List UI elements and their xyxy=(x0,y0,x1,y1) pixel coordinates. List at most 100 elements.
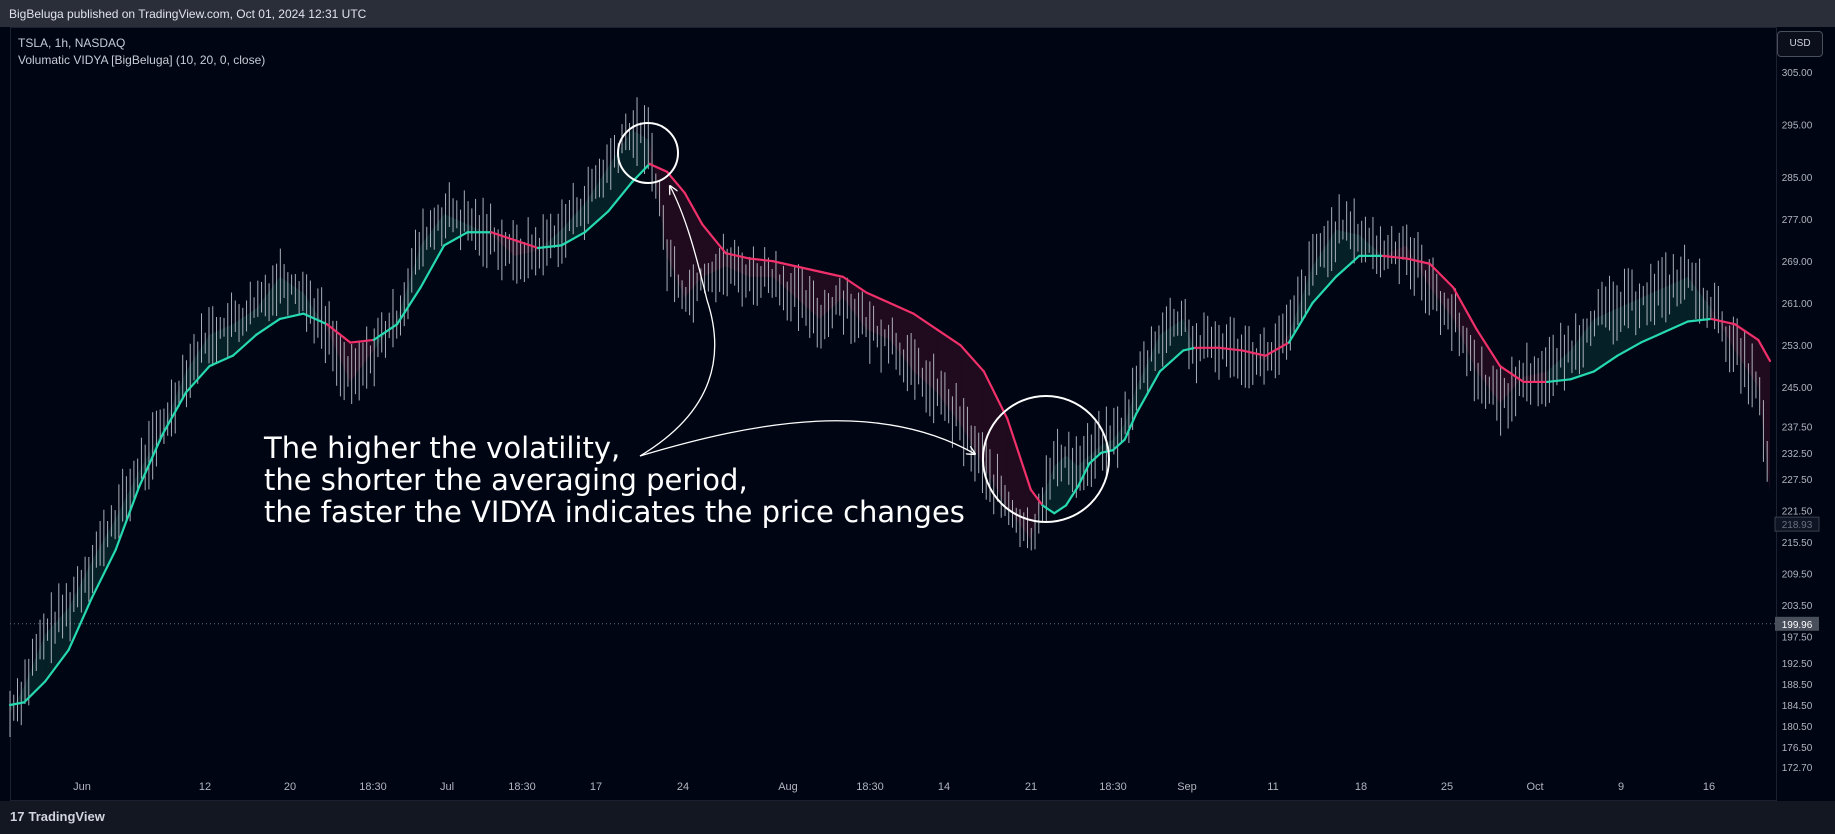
vidya-line-segment xyxy=(683,191,704,226)
x-tick-label: 18:30 xyxy=(1099,781,1127,793)
legend-indicator[interactable]: Volumatic VIDYA [BigBeluga] (10, 20, 0, … xyxy=(18,53,266,67)
y-tick-label: 261.00 xyxy=(1782,299,1813,310)
crosshair-price-label: 199.96 xyxy=(1782,620,1813,631)
trend-fill xyxy=(684,192,703,298)
trend-fill xyxy=(1476,329,1501,403)
trend-fill xyxy=(1288,266,1313,343)
vidya-line-segment xyxy=(1123,412,1138,441)
vidya-line-segment xyxy=(1545,378,1572,384)
trend-fill xyxy=(1570,318,1594,380)
last-price-label: 218.93 xyxy=(1782,520,1813,531)
vidya-line-segment xyxy=(1100,449,1115,454)
trend-fill xyxy=(772,261,797,298)
x-tick-label: 11 xyxy=(1267,781,1278,793)
vidya-line-segment xyxy=(1041,504,1056,515)
vidya-line-segment xyxy=(1686,317,1713,323)
tradingview-logo[interactable]: 17 TradingView xyxy=(10,809,105,824)
x-tick-label: 17 xyxy=(590,781,602,793)
tradingview-logo-icon: 17 xyxy=(10,809,25,824)
vidya-line-segment xyxy=(1088,451,1103,465)
trend-fill xyxy=(444,213,468,246)
crosshair-price-badge xyxy=(1775,616,1819,631)
vidya-line-segment xyxy=(771,260,798,268)
y-tick-label: 184.50 xyxy=(1782,701,1813,712)
y-tick-label: 176.50 xyxy=(1782,743,1813,754)
vidya-line-segment xyxy=(1616,341,1643,357)
y-tick-label: 188.50 xyxy=(1782,680,1813,691)
chart-frame xyxy=(10,27,1777,801)
x-tick-label: 21 xyxy=(1025,781,1037,793)
x-tick-label: 16 xyxy=(1703,781,1715,793)
trend-fill xyxy=(1406,245,1430,288)
vidya-line-segment xyxy=(443,231,469,247)
vidya-line-segment xyxy=(278,312,305,321)
trend-fill xyxy=(45,607,69,682)
vidya-line-segment xyxy=(536,244,563,250)
trend-fill xyxy=(631,129,650,183)
vidya-line-segment xyxy=(1029,488,1044,507)
x-tick-label: Aug xyxy=(778,781,798,793)
vidya-line-segment xyxy=(701,223,727,255)
annotation-line-1: The higher the volatility, xyxy=(264,431,621,465)
y-tick-label: 192.50 xyxy=(1782,659,1813,670)
y-tick-label: 221.50 xyxy=(1782,507,1813,518)
x-tick-label: 14 xyxy=(938,781,950,793)
trend-fill xyxy=(162,371,186,435)
vidya-line-segment xyxy=(665,170,686,194)
trend-fill xyxy=(649,140,668,256)
vidya-line-segment xyxy=(1287,302,1314,344)
y-tick-label: 285.00 xyxy=(1782,173,1813,184)
vidya-line-segment xyxy=(648,162,669,173)
annotation-text: The higher the volatility, the shorter t… xyxy=(264,432,965,528)
trend-fill xyxy=(890,303,914,372)
trend-fill xyxy=(279,276,304,319)
trend-fill xyxy=(608,129,632,212)
x-tick-label: Jul xyxy=(440,781,454,793)
trend-fill xyxy=(936,329,961,424)
y-tick-label: 305.00 xyxy=(1782,68,1813,79)
currency-button[interactable]: USD xyxy=(1777,31,1823,57)
bottom-bar xyxy=(0,801,1835,834)
vidya-line-segment xyxy=(184,365,211,394)
vidya-line-segment xyxy=(1311,275,1337,305)
vidya-line-segment xyxy=(1569,370,1596,381)
trend-fill xyxy=(1042,465,1055,514)
trend-fill xyxy=(1159,318,1184,372)
trend-fill xyxy=(1007,418,1031,540)
vidya-line-segment xyxy=(1240,349,1267,357)
trend-fill xyxy=(1429,263,1454,319)
vidya-line-segment xyxy=(231,333,258,357)
vidya-line-segment xyxy=(1334,254,1361,278)
publish-info: BigBeluga published on TradingView.com, … xyxy=(9,7,367,21)
vidya-line-segment xyxy=(1499,365,1525,384)
vidya-line-segment xyxy=(22,680,47,704)
vidya-line-segment xyxy=(1158,349,1185,373)
annotation-arrow-up xyxy=(639,186,716,457)
vidya-line-segment xyxy=(748,257,774,263)
vidya-line-segment xyxy=(560,231,587,247)
trend-fill xyxy=(232,308,257,356)
vidya-line-segment xyxy=(982,370,1009,420)
trend-fill xyxy=(1734,324,1759,388)
trend-fill xyxy=(420,213,445,288)
vidya-line-segment xyxy=(583,210,610,234)
vidya-line-segment xyxy=(1111,438,1126,452)
trend-fill xyxy=(1758,339,1770,493)
trend-fill xyxy=(960,345,984,466)
vidya-line-segment xyxy=(513,239,540,250)
vidya-line-segment xyxy=(1053,504,1068,515)
trend-fill xyxy=(1382,245,1407,259)
vidya-line-segment xyxy=(1182,346,1197,352)
vidya-line-segment xyxy=(795,265,821,273)
trend-fill xyxy=(303,292,327,330)
vidya-line-segment xyxy=(1663,320,1689,334)
x-tick-label: 9 xyxy=(1618,781,1624,793)
vidya-line-segment xyxy=(1217,346,1244,352)
x-tick-label: 18:30 xyxy=(856,781,884,793)
trend-fill xyxy=(1664,276,1688,333)
vidya-line-segment xyxy=(489,231,516,242)
trend-fill xyxy=(1124,387,1137,440)
trend-fill xyxy=(397,245,421,325)
top-bar: BigBeluga published on TradingView.com, … xyxy=(0,0,1835,27)
